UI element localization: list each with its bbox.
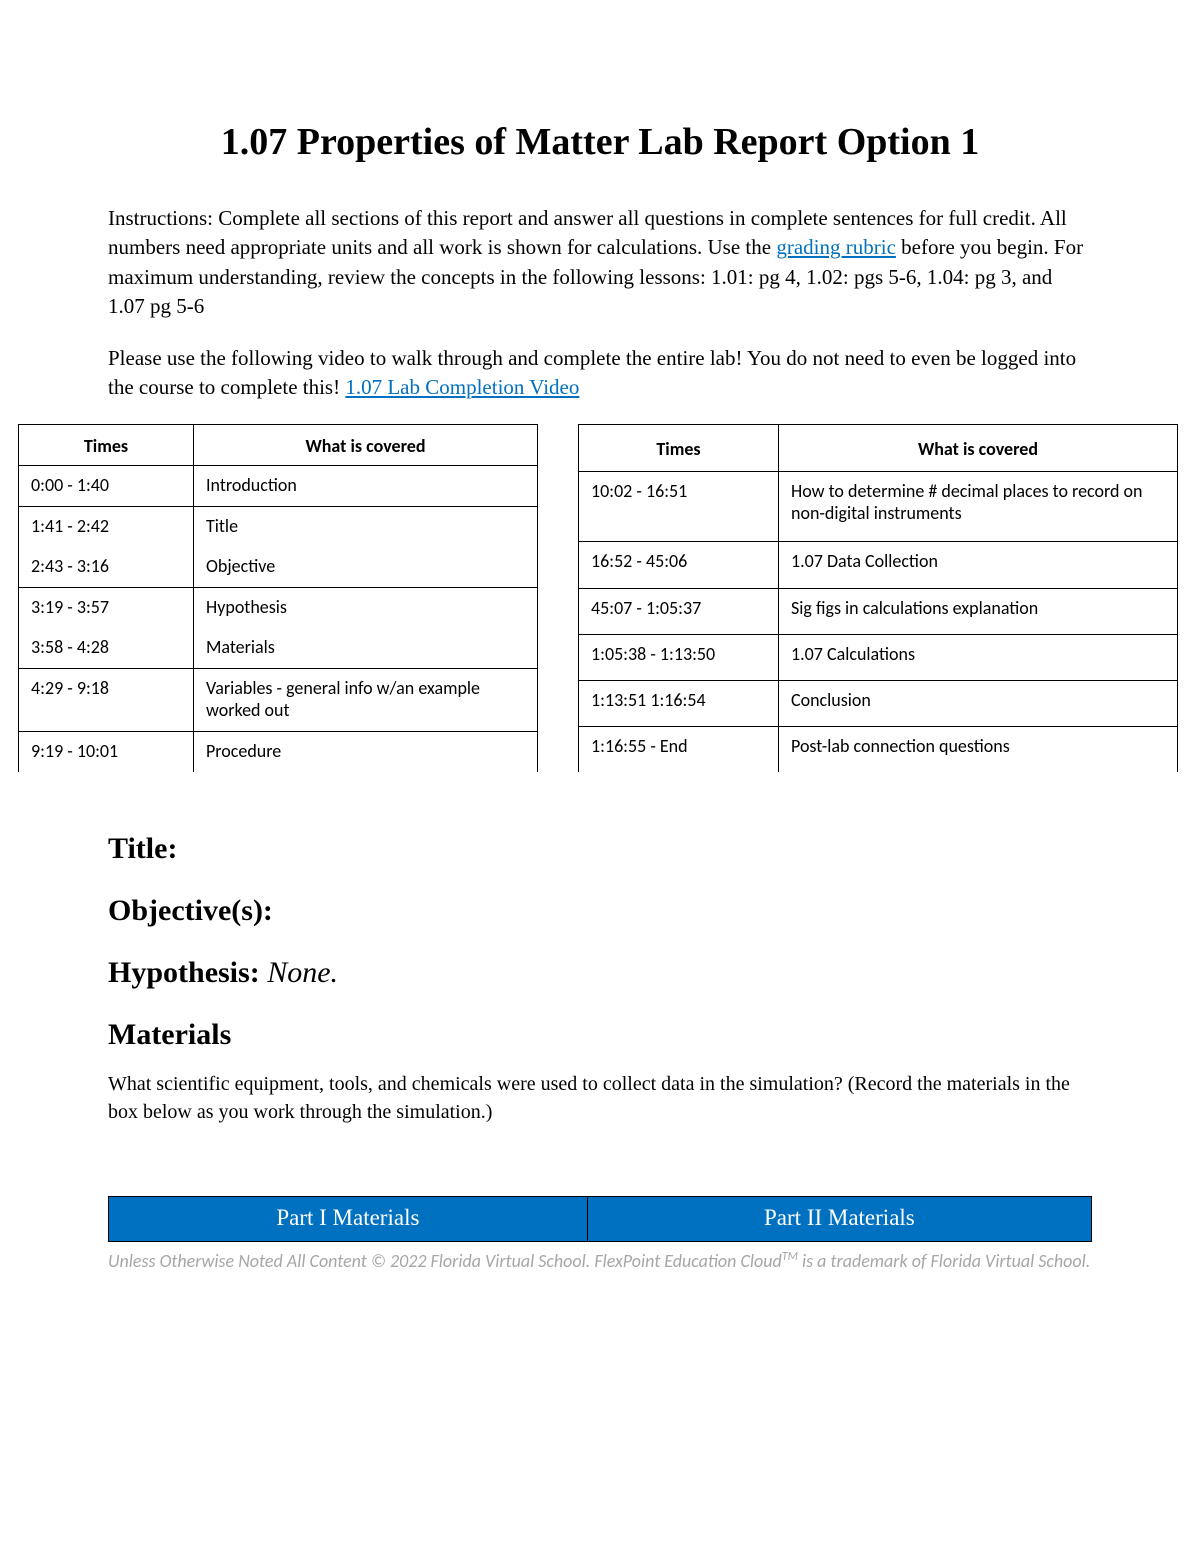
table-header-covered: What is covered bbox=[779, 425, 1178, 471]
table-header-times: Times bbox=[579, 425, 779, 471]
table-cell-text: Post-lab connection questions bbox=[779, 727, 1178, 773]
materials-table: Part I Materials Part II Materials bbox=[108, 1196, 1092, 1242]
footer: Unless Otherwise Noted All Content © 202… bbox=[108, 1248, 1092, 1275]
materials-col-1: Part I Materials bbox=[109, 1197, 588, 1242]
table-cell-time: 1:41 - 2:42 bbox=[19, 507, 194, 548]
footer-text-2: is a trademark of Florida Virtual School… bbox=[798, 1250, 1090, 1272]
table-cell-time: 10:02 - 16:51 bbox=[579, 471, 779, 542]
table-cell-text: Sig figs in calculations explanation bbox=[779, 588, 1178, 634]
time-tables-row: Times What is covered 0:00 - 1:40Introdu… bbox=[18, 424, 1182, 772]
materials-prompt: What scientific equipment, tools, and ch… bbox=[108, 1070, 1092, 1126]
section-materials: Materials bbox=[108, 1018, 1092, 1052]
materials-col-2: Part II Materials bbox=[587, 1197, 1091, 1242]
table-cell-time: 3:58 - 4:28 bbox=[19, 628, 194, 669]
table-cell-text: Objective bbox=[194, 547, 538, 588]
table-cell-text: Procedure bbox=[194, 732, 538, 773]
table-cell-time: 45:07 - 1:05:37 bbox=[579, 588, 779, 634]
table-cell-time: 1:16:55 - End bbox=[579, 727, 779, 773]
instructions-text-2a: Please use the following video to walk t… bbox=[108, 346, 1076, 399]
time-table-left: Times What is covered 0:00 - 1:40Introdu… bbox=[18, 424, 538, 772]
table-cell-text: Title bbox=[194, 507, 538, 548]
table-cell-time: 0:00 - 1:40 bbox=[19, 466, 194, 507]
table-cell-text: Hypothesis bbox=[194, 588, 538, 629]
table-cell-text: Materials bbox=[194, 628, 538, 669]
grading-rubric-link[interactable]: grading rubric bbox=[776, 235, 896, 259]
table-cell-text: 1.07 Calculations bbox=[779, 634, 1178, 680]
lab-video-link[interactable]: 1.07 Lab Completion Video bbox=[345, 375, 579, 399]
table-cell-text: Conclusion bbox=[779, 680, 1178, 726]
table-header-covered: What is covered bbox=[194, 425, 538, 466]
table-cell-text: Variables - general info w/an example wo… bbox=[194, 669, 538, 732]
hypothesis-label: Hypothesis: bbox=[108, 956, 267, 989]
table-cell-text: 1.07 Data Collection bbox=[779, 542, 1178, 588]
table-cell-text: Introduction bbox=[194, 466, 538, 507]
table-cell-time: 9:19 - 10:01 bbox=[19, 732, 194, 773]
instructions-paragraph-1: Instructions: Complete all sections of t… bbox=[108, 204, 1092, 322]
page: 1.07 Properties of Matter Lab Report Opt… bbox=[0, 0, 1200, 1315]
table-cell-time: 1:05:38 - 1:13:50 bbox=[579, 634, 779, 680]
table-cell-text: How to determine # decimal places to rec… bbox=[779, 471, 1178, 542]
section-title: Title: bbox=[108, 832, 1092, 866]
table-cell-time: 1:13:51 1:16:54 bbox=[579, 680, 779, 726]
table-cell-time: 3:19 - 3:57 bbox=[19, 588, 194, 629]
hypothesis-value: None. bbox=[267, 956, 338, 989]
table-cell-time: 2:43 - 3:16 bbox=[19, 547, 194, 588]
document-title: 1.07 Properties of Matter Lab Report Opt… bbox=[108, 120, 1092, 164]
table-cell-time: 16:52 - 45:06 bbox=[579, 542, 779, 588]
footer-tm: TM bbox=[782, 1250, 798, 1264]
time-table-right: Times What is covered 10:02 - 16:51How t… bbox=[578, 424, 1178, 772]
table-header-times: Times bbox=[19, 425, 194, 466]
footer-text-1: Unless Otherwise Noted All Content © 202… bbox=[108, 1250, 782, 1272]
instructions-paragraph-2: Please use the following video to walk t… bbox=[108, 344, 1092, 403]
table-cell-time: 4:29 - 9:18 bbox=[19, 669, 194, 732]
section-objective: Objective(s): bbox=[108, 894, 1092, 928]
section-hypothesis: Hypothesis: None. bbox=[108, 956, 1092, 990]
